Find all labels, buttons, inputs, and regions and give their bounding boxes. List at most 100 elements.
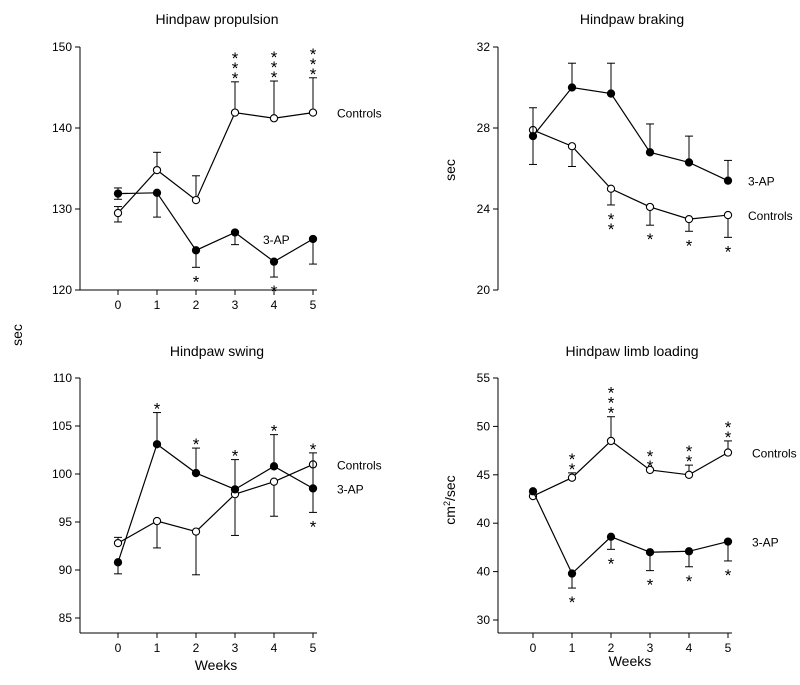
data-point xyxy=(152,440,162,449)
significance-marker: * xyxy=(232,69,239,88)
significance-marker: * xyxy=(310,55,317,74)
significance-marker: * xyxy=(271,48,278,67)
x-axis-label-left: Weeks xyxy=(195,657,238,673)
significance-marker: * xyxy=(154,400,161,419)
data-point xyxy=(723,537,733,546)
series-line xyxy=(117,111,314,214)
chart-panel-1: Hindpaw propulsion 120 130 140 150 0 1 2 3 4 5 Cont… xyxy=(52,11,382,312)
series-3-ap: 3-AP xyxy=(113,187,318,278)
data-point xyxy=(528,131,538,141)
data-point xyxy=(606,436,616,446)
x-tick-label: 5 xyxy=(725,641,732,655)
data-point xyxy=(723,176,733,185)
significance-marker: * xyxy=(271,282,278,301)
significance-marker: * xyxy=(725,428,732,447)
y-tick-label: 55 xyxy=(477,371,491,385)
data-point xyxy=(684,547,694,556)
series-line xyxy=(117,463,314,544)
y-tick-label: 95 xyxy=(59,515,73,529)
significance-marker: * xyxy=(686,442,693,461)
series-line xyxy=(117,192,314,263)
y-tick-label: 90 xyxy=(59,563,73,577)
series-controls: Controls xyxy=(113,77,382,223)
x-tick-label: 1 xyxy=(154,298,161,312)
y-tick-label: 120 xyxy=(52,283,72,297)
series-line xyxy=(532,440,729,497)
significance-marker: * xyxy=(608,384,615,403)
y-tick-label: 150 xyxy=(52,40,72,54)
x-tick-label: 3 xyxy=(232,641,239,655)
x-axis-label-right: Weeks xyxy=(609,653,652,669)
data-point xyxy=(269,462,279,471)
data-point xyxy=(269,114,279,123)
y-tick-label: 20 xyxy=(477,283,491,297)
y-tick-label: 45 xyxy=(477,468,491,482)
chart-title: Hindpaw braking xyxy=(580,11,684,27)
data-point xyxy=(113,189,123,198)
data-point xyxy=(684,158,694,167)
data-point xyxy=(528,487,538,496)
data-point xyxy=(230,485,240,494)
significance-marker: * xyxy=(232,49,239,68)
x-tick-label: 1 xyxy=(154,641,161,655)
data-point xyxy=(269,477,279,486)
data-point xyxy=(723,210,733,220)
series-label: 3-AP xyxy=(263,233,290,247)
significance-marker: * xyxy=(310,65,317,84)
significance-marker: * xyxy=(725,566,732,585)
series-label: 3-AP xyxy=(752,536,779,550)
series-line xyxy=(532,129,729,220)
data-point xyxy=(645,548,655,557)
y-tick-label: 140 xyxy=(52,121,72,135)
data-point xyxy=(230,108,240,117)
significance-marker: * xyxy=(193,272,200,291)
x-tick-label: 2 xyxy=(193,641,200,655)
data-point xyxy=(113,558,123,567)
shared-y-axis-label: sec xyxy=(9,324,25,346)
x-tick-label: 2 xyxy=(193,298,200,312)
data-point xyxy=(269,257,279,266)
data-point xyxy=(567,142,577,151)
data-point xyxy=(191,246,201,255)
series-3-ap: 3-AP xyxy=(528,487,779,589)
x-tick-label: 4 xyxy=(271,641,278,655)
y-tick-label: 100 xyxy=(52,467,72,481)
data-point xyxy=(191,195,201,205)
series-line xyxy=(532,490,729,575)
series-controls: Controls xyxy=(528,125,793,238)
y-tick-label: 28 xyxy=(477,121,491,135)
significance-marker: * xyxy=(608,554,615,573)
panel-b-y-axis-label: sec xyxy=(442,159,458,181)
significance-marker: * xyxy=(647,576,654,595)
significance-marker: * xyxy=(310,440,317,459)
data-point xyxy=(606,89,616,98)
series-controls: Controls xyxy=(113,458,382,576)
series-line xyxy=(532,86,729,182)
x-tick-label: 0 xyxy=(115,298,122,312)
series-label: Controls xyxy=(337,458,382,472)
data-point xyxy=(152,165,162,175)
x-tick-label: 1 xyxy=(569,641,576,655)
data-point xyxy=(113,208,123,218)
data-point xyxy=(191,468,201,478)
y-tick-label: 24 xyxy=(477,202,491,216)
chart-title: Hindpaw swing xyxy=(170,343,264,359)
data-point xyxy=(684,214,694,224)
significance-marker: * xyxy=(569,593,576,612)
series-label: 3-AP xyxy=(748,175,775,189)
significance-marker: * xyxy=(608,394,615,413)
y-tick-label: 32 xyxy=(477,40,491,54)
data-point xyxy=(567,473,577,482)
significance-marker: * xyxy=(271,68,278,87)
x-tick-label: 2 xyxy=(608,641,615,655)
x-tick-label: 5 xyxy=(310,298,317,312)
significance-marker: * xyxy=(193,435,200,454)
data-point xyxy=(152,188,162,197)
x-tick-label: 4 xyxy=(686,641,693,655)
data-point xyxy=(308,108,318,117)
significance-marker: * xyxy=(608,210,615,229)
significance-marker: * xyxy=(271,58,278,77)
y-tick-label: 130 xyxy=(52,202,72,216)
